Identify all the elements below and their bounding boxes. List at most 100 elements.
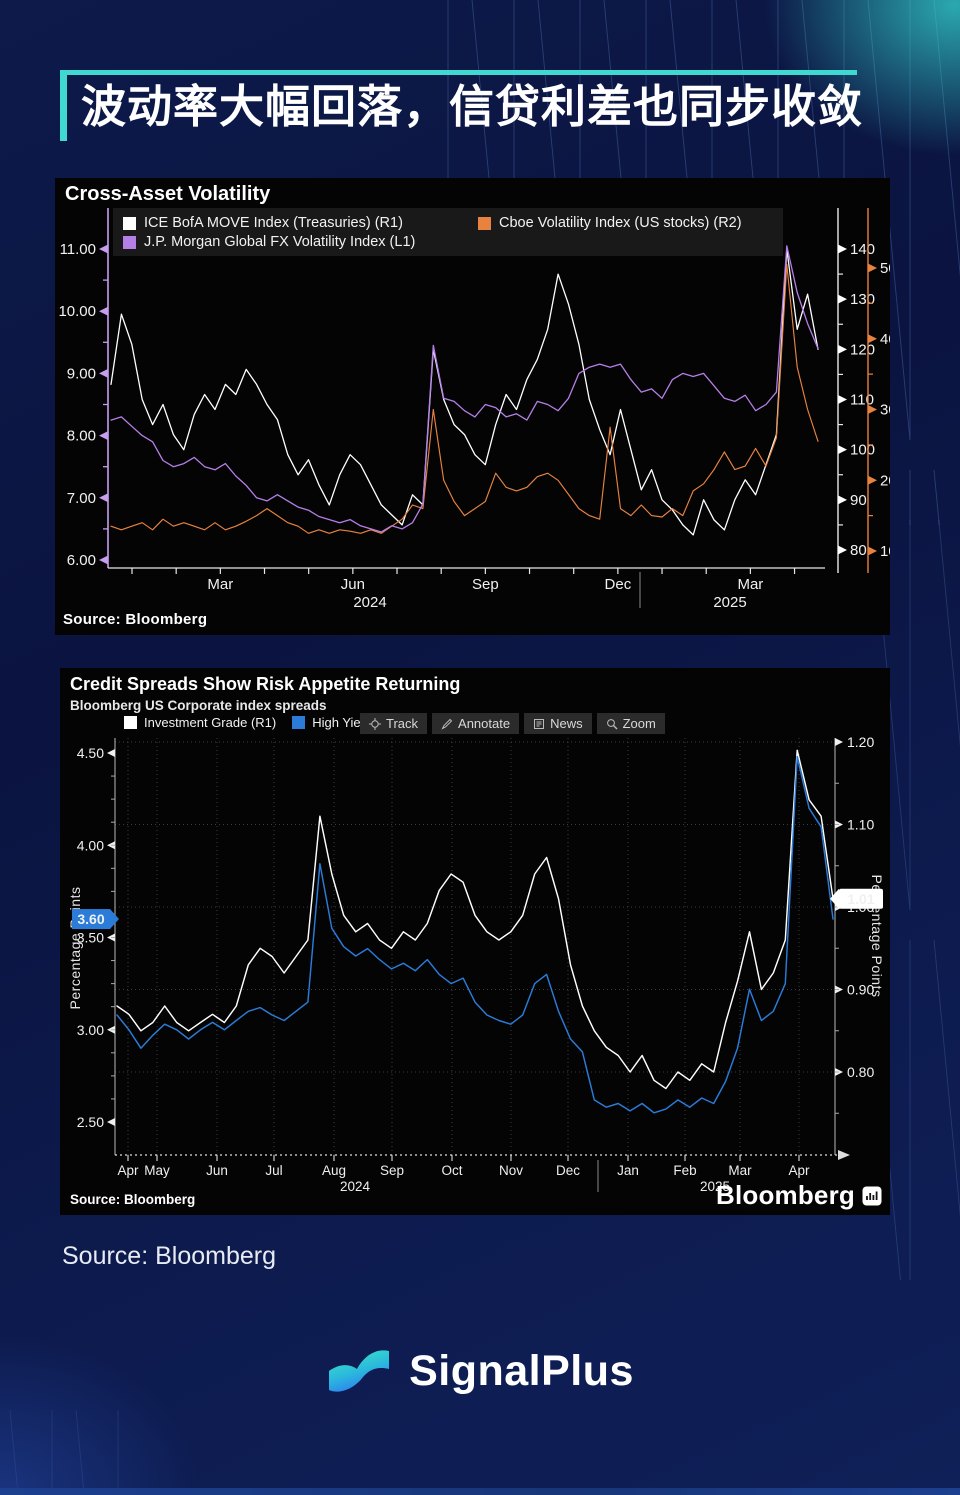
svg-text:110: 110	[850, 392, 874, 409]
ig-value-badge: 1.01	[830, 888, 883, 909]
zoom-icon	[606, 718, 618, 729]
svg-text:Sep: Sep	[380, 1163, 404, 1178]
svg-text:6.00: 6.00	[67, 552, 96, 569]
svg-text:120: 120	[850, 341, 875, 358]
svg-text:10.00: 10.00	[58, 303, 96, 320]
bloomberg-brand: Bloomberg	[716, 1180, 882, 1211]
svg-text:4.00: 4.00	[77, 837, 104, 853]
news-icon	[534, 718, 545, 729]
svg-text:8.00: 8.00	[67, 428, 96, 445]
legend-item-fxvol: J.P. Morgan Global FX Volatility Index (…	[123, 234, 773, 250]
chart2-source: Source: Bloomberg	[70, 1192, 196, 1207]
credit-plot: 4.504.003.503.002.501.201.101.000.900.80…	[67, 734, 885, 1194]
annotate-button[interactable]: Annotate	[432, 713, 520, 734]
zoom-label: Zoom	[622, 716, 656, 731]
svg-text:Mar: Mar	[728, 1163, 752, 1178]
chart2-title: Credit Spreads Show Risk Appetite Return…	[70, 674, 461, 694]
series-line-2	[110, 245, 819, 533]
svg-text:130: 130	[850, 291, 875, 308]
chart1-source: Source: Bloomberg	[63, 611, 208, 628]
svg-text:Aug: Aug	[322, 1163, 346, 1178]
track-icon	[369, 717, 381, 730]
svg-text:Mar: Mar	[737, 576, 763, 593]
svg-text:11.00: 11.00	[60, 241, 96, 258]
series-line-1	[116, 755, 834, 1114]
svg-text:3.60: 3.60	[77, 911, 104, 927]
svg-text:3.00: 3.00	[77, 1022, 104, 1038]
ig-swatch	[124, 716, 137, 729]
zoom-button[interactable]: Zoom	[596, 713, 665, 734]
page-source-caption: Source: Bloomberg	[62, 1242, 277, 1270]
legend-item-vix: Cboe Volatility Index (US stocks) (R2)	[478, 215, 773, 231]
headline-block: 波动率大幅回落，信贷利差也同步收敛	[60, 70, 864, 141]
svg-text:Nov: Nov	[499, 1163, 523, 1178]
svg-text:2025: 2025	[700, 1179, 730, 1194]
page-title: 波动率大幅回落，信贷利差也同步收敛	[81, 81, 864, 132]
move-swatch	[123, 216, 136, 230]
series-line-1	[110, 263, 819, 534]
bottom-accent-bar	[0, 1488, 960, 1495]
legend-label: J.P. Morgan Global FX Volatility Index (…	[144, 234, 416, 250]
series-line-0	[116, 749, 834, 1090]
annotate-label: Annotate	[458, 716, 511, 731]
svg-text:2025: 2025	[713, 594, 746, 611]
series-line-0	[110, 248, 819, 536]
svg-text:May: May	[144, 1163, 170, 1178]
annotate-icon	[441, 718, 453, 730]
svg-text:0.80: 0.80	[847, 1064, 874, 1080]
svg-text:20: 20	[880, 472, 890, 489]
svg-text:Feb: Feb	[673, 1163, 696, 1178]
legend-item-ig: Investment Grade (R1)	[124, 715, 276, 730]
svg-text:10: 10	[880, 543, 890, 560]
svg-text:80: 80	[850, 542, 867, 559]
svg-text:Jul: Jul	[265, 1163, 282, 1178]
legend-label: Cboe Volatility Index (US stocks) (R2)	[499, 215, 742, 231]
chart2-toolbar: Track Annotate News Zoom	[360, 713, 665, 734]
svg-text:Oct: Oct	[441, 1163, 462, 1178]
svg-text:Dec: Dec	[605, 576, 632, 593]
vix-swatch	[478, 216, 491, 230]
bloomberg-logo-icon	[862, 1186, 882, 1205]
svg-text:30: 30	[880, 402, 890, 419]
chart2-axes: 4.504.003.503.002.501.201.101.000.900.80…	[67, 734, 885, 1194]
svg-text:Apr: Apr	[788, 1163, 810, 1178]
svg-text:Percentage Points: Percentage Points	[67, 887, 83, 1010]
news-button[interactable]: News	[524, 713, 592, 734]
svg-text:2024: 2024	[340, 1179, 371, 1194]
svg-text:1.01: 1.01	[847, 891, 874, 907]
track-label: Track	[386, 716, 419, 731]
legend-item-move: ICE BofA MOVE Index (Treasuries) (R1)	[123, 215, 478, 231]
hy-swatch	[292, 716, 306, 729]
credit-spreads-chart-panel: Credit Spreads Show Risk Appetite Return…	[60, 668, 890, 1215]
signalplus-brand: SignalPlus	[0, 1342, 960, 1400]
track-button[interactable]: Track	[360, 713, 428, 734]
bloomberg-wordmark: Bloomberg	[715, 1180, 855, 1210]
svg-text:90: 90	[850, 492, 867, 509]
chart1-axes: 11.00 10.00 9.00 8.00 7.00 6.00 140 130 120 110 10…	[58, 208, 890, 611]
svg-text:50: 50	[880, 260, 890, 277]
svg-text:1.20: 1.20	[847, 734, 874, 750]
svg-text:2024: 2024	[353, 594, 386, 611]
svg-text:Mar: Mar	[207, 576, 233, 593]
svg-text:Jun: Jun	[206, 1163, 228, 1178]
svg-text:4.50: 4.50	[77, 745, 104, 761]
signalplus-wordmark: SignalPlus	[409, 1346, 634, 1395]
svg-text:Sep: Sep	[472, 576, 499, 593]
svg-text:Jun: Jun	[341, 576, 365, 593]
svg-text:7.00: 7.00	[67, 490, 96, 507]
svg-text:140: 140	[850, 241, 875, 258]
svg-text:3.50: 3.50	[77, 930, 104, 946]
svg-text:Jan: Jan	[617, 1163, 639, 1178]
svg-text:2.50: 2.50	[77, 1114, 104, 1130]
svg-text:100: 100	[850, 442, 875, 459]
fx-swatch	[123, 235, 136, 249]
chart1-legend: ICE BofA MOVE Index (Treasuries) (R1) Cb…	[113, 208, 783, 256]
volatility-chart-panel: Cross-Asset Volatility ICE BofA MOVE Ind…	[55, 178, 890, 635]
chart2-subtitle: Bloomberg US Corporate index spreads	[70, 698, 327, 713]
news-label: News	[550, 716, 583, 731]
svg-text:9.00: 9.00	[67, 365, 96, 382]
svg-text:40: 40	[880, 331, 890, 348]
legend-label: Investment Grade (R1)	[144, 715, 277, 730]
legend-label: ICE BofA MOVE Index (Treasuries) (R1)	[144, 215, 403, 231]
